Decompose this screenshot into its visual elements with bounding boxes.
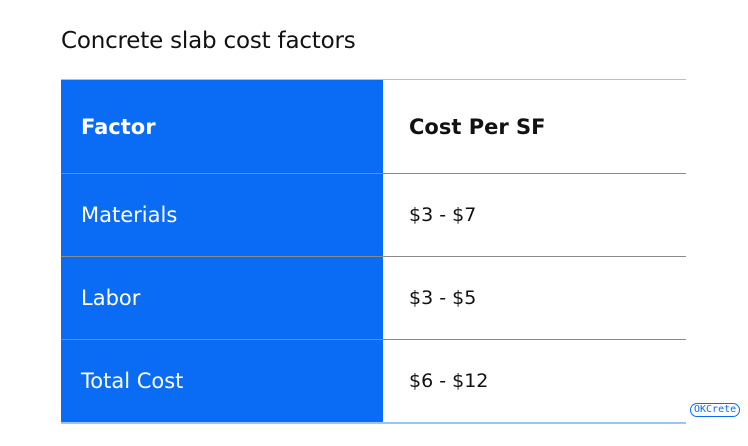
factor-cell: Total Cost [61,340,383,422]
factor-cell: Labor [61,257,383,339]
table-row: Labor $3 - $5 [61,257,686,340]
okcrete-logo: OKCrete [690,403,741,417]
factor-cell: Materials [61,174,383,256]
header-cost-per-sf: Cost Per SF [409,114,546,139]
table-row: Total Cost $6 - $12 [61,340,686,422]
table-header-row: Factor Cost Per SF [61,80,686,174]
page-title: Concrete slab cost factors [61,28,356,54]
cost-cell: $3 - $7 [409,204,477,226]
cost-cell: $3 - $5 [409,287,477,309]
header-factor: Factor [61,80,383,173]
table-row: Materials $3 - $7 [61,174,686,257]
cost-table: Factor Cost Per SF Materials $3 - $7 Lab… [61,79,686,424]
cost-cell: $6 - $12 [409,370,489,392]
